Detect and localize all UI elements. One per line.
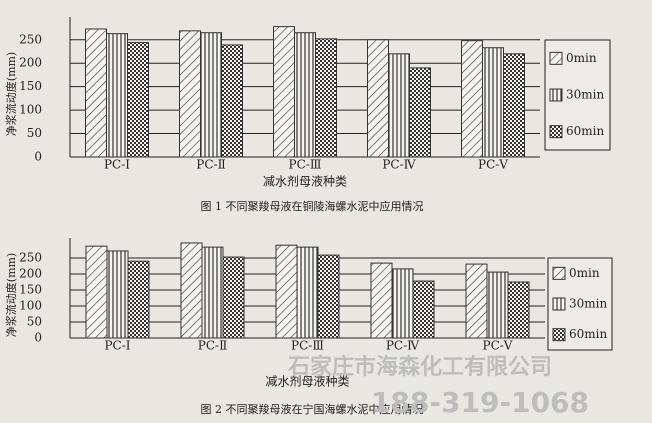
y-tick-label: 0 [34,331,42,345]
bar [127,260,150,339]
x-tick-label: PC-Ⅰ [104,339,130,353]
legend-swatch [549,88,563,102]
bar [106,250,129,339]
bar [317,254,340,339]
watermark-company: 石家庄市海森化工有限公司 [287,354,552,380]
x-axis-label: 减水剂母液种类 [263,174,347,189]
y-tick-label: 100 [19,103,42,117]
bar [294,32,316,158]
legend-swatch [552,297,566,311]
bar [388,53,410,158]
x-axis-label: 减水剂母液种类 [265,374,349,389]
bar [412,280,435,339]
bar [465,263,488,339]
x-tick-label: PC-Ⅰ [104,158,130,172]
y-tick-label: 150 [19,283,42,297]
bar [106,33,128,158]
bar [85,28,107,158]
x-tick-label: PC-Ⅲ [289,158,322,172]
bar [409,67,431,158]
bar [482,47,504,158]
bar [503,53,525,158]
bar [461,40,483,158]
caption: 图 1 不同聚羧母液在铜陵海螺水泥中应用情况 [201,199,424,213]
y-tick-label: 50 [27,126,42,140]
y-tick-label: 0 [34,150,42,164]
bar [180,242,203,339]
y-tick-label: 150 [19,79,42,93]
legend-label: 30min [566,88,604,102]
legend-label: 0min [569,266,600,280]
x-tick-label: PC-Ⅳ [382,158,416,172]
bar [127,42,149,158]
bar [222,256,245,339]
legend-label: 60min [566,124,604,138]
y-axis-label: 净浆流动度(mm) [4,52,18,136]
bar [200,32,222,158]
bar [275,244,298,339]
x-tick-label: PC-Ⅴ [478,158,508,172]
legend-label: 30min [569,297,607,311]
y-axis-label: 净浆流动度(mm) [4,253,18,337]
legend-label: 60min [569,327,607,341]
legend-label: 0min [566,51,597,65]
bar [273,26,295,158]
bar [315,38,337,158]
y-tick-label: 100 [19,299,42,313]
watermark-phone: 188-319-1068 [371,386,589,419]
legend-swatch [549,51,563,65]
x-tick-label: PC-Ⅱ [198,339,227,353]
y-tick-label: 200 [19,267,42,281]
x-tick-label: PC-Ⅳ [386,339,420,353]
bar [201,246,224,339]
bar [370,262,393,339]
legend-swatch [549,125,563,139]
bar [367,39,389,158]
x-tick-label: PC-Ⅴ [483,339,513,353]
legend-swatch [552,328,566,342]
bar [391,268,414,339]
y-tick-label: 200 [19,56,42,70]
bar [507,281,530,339]
legend-swatch [552,266,566,280]
bar [221,44,243,158]
x-tick-label: PC-Ⅱ [196,158,225,172]
bar [296,246,319,339]
bar [486,271,509,339]
bar [179,30,201,158]
y-tick-label: 250 [19,251,42,265]
y-tick-label: 250 [19,32,42,46]
bar [85,245,108,339]
x-tick-label: PC-Ⅲ [291,339,324,353]
y-tick-label: 50 [27,315,42,329]
caption: 图 2 不同聚羧母液在宁国海螺水泥中应用情况 [201,402,424,416]
